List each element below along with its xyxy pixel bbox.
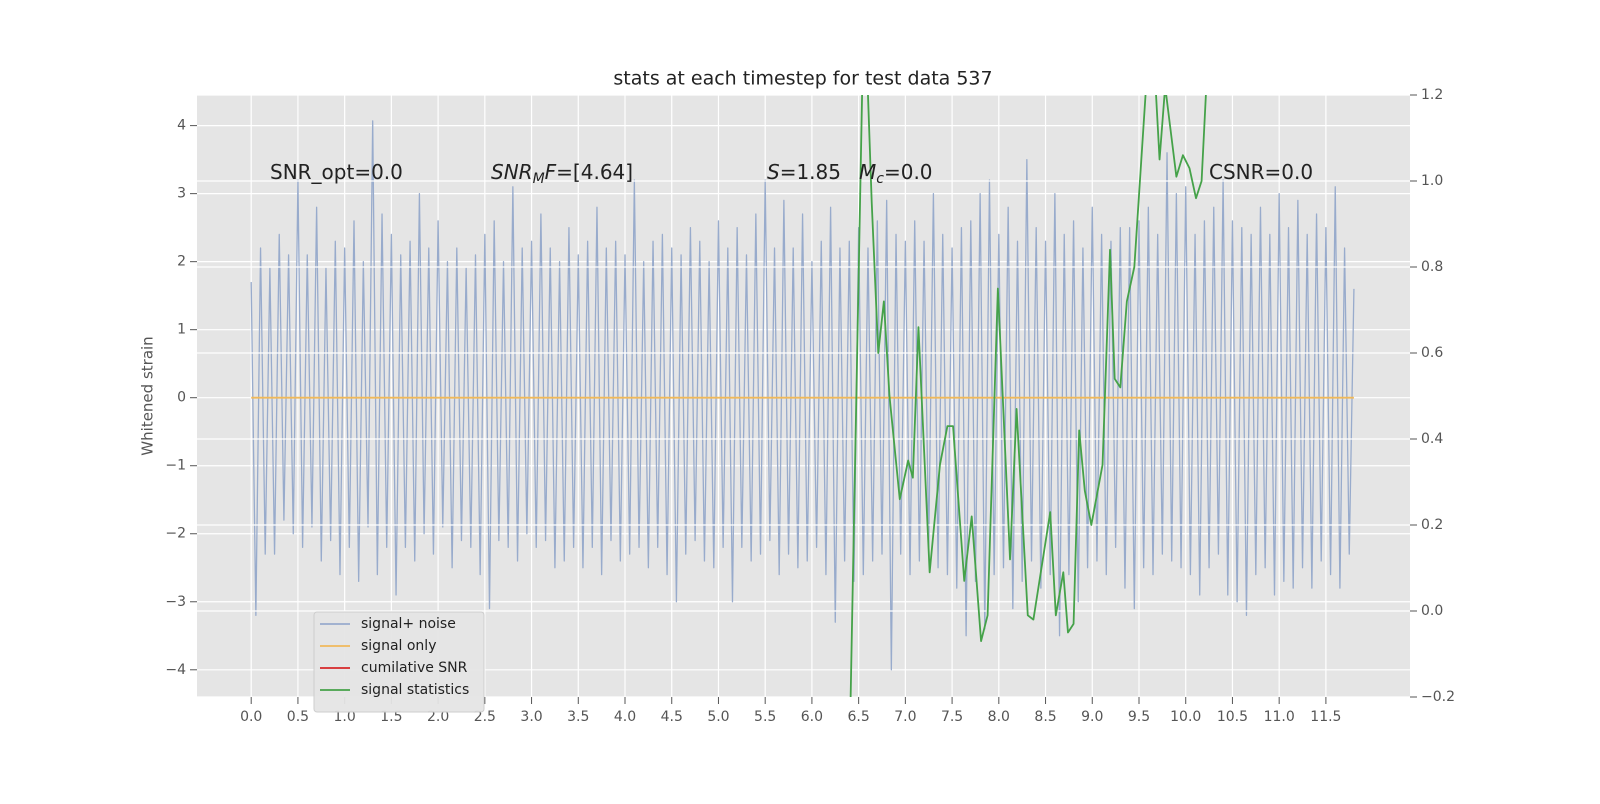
grid — [197, 94, 1410, 698]
annotation-part: F — [545, 160, 557, 184]
y2-tick-label: −0.2 — [1421, 689, 1455, 705]
y-tick-label: 4 — [177, 118, 186, 134]
legend-label: signal+ noise — [361, 616, 456, 632]
x-tick-label: 9.5 — [1128, 709, 1150, 725]
x-tick-label: 0.0 — [240, 709, 262, 725]
y-axis-label: Whitened strain — [139, 336, 157, 455]
annotation-part: SNR — [491, 160, 533, 184]
x-tick-label: 9.0 — [1081, 709, 1103, 725]
y-tick-label: 2 — [177, 254, 186, 270]
y2-tick-label: 0.2 — [1421, 517, 1443, 533]
legend-label: signal statistics — [361, 682, 469, 698]
y-tick-label: 1 — [177, 322, 186, 338]
x-tick-label: 8.5 — [1034, 709, 1056, 725]
y-tick-label: −4 — [165, 662, 186, 678]
plot-area — [197, 95, 1410, 697]
x-tick-label: 2.5 — [474, 709, 496, 725]
x-tick-label: 2.0 — [427, 709, 449, 725]
annotation-part: M — [859, 160, 876, 184]
annotation: SNR_opt=0.0 — [270, 160, 403, 184]
annotation-part: =0.0 — [884, 160, 933, 184]
x-tick-label: 7.0 — [894, 709, 916, 725]
y-tick-label: −3 — [165, 594, 186, 610]
y-tick-label: 0 — [177, 390, 186, 406]
annotation: S=1.85 — [767, 160, 841, 184]
x-tick-label: 11.5 — [1310, 709, 1341, 725]
x-tick-label: 10.0 — [1170, 709, 1201, 725]
x-tick-label: 8.0 — [988, 709, 1010, 725]
y-tick-label: 3 — [177, 186, 186, 202]
x-tick-label: 5.0 — [707, 709, 729, 725]
annotation: CSNR=0.0 — [1209, 160, 1313, 184]
x-tick-label: 1.5 — [380, 709, 402, 725]
annotation-part: =[4.64] — [556, 160, 633, 184]
annotation-part: SNR_opt=0.0 — [270, 160, 403, 184]
x-tick-label: 0.5 — [287, 709, 309, 725]
x-tick-label: 6.5 — [848, 709, 870, 725]
annotation-part: CSNR=0.0 — [1209, 160, 1313, 184]
y2-tick-label: 1.0 — [1421, 173, 1443, 189]
x-tick-label: 6.0 — [801, 709, 823, 725]
x-tick-label: 3.0 — [520, 709, 542, 725]
annotation-part: S — [767, 160, 780, 184]
x-tick-label: 10.5 — [1217, 709, 1248, 725]
x-tick-label: 4.0 — [614, 709, 636, 725]
series-line — [250, 120, 1355, 671]
annotation: Mc=0.0 — [859, 160, 933, 188]
y-tick-label: −1 — [165, 458, 186, 474]
annotation-part: M — [533, 171, 545, 187]
legend-label: signal only — [361, 638, 436, 654]
y2-tick-label: 0.0 — [1421, 603, 1443, 619]
labels: −4 −3 −2 −1 0 1 2 3 4 0.0 0.5 1.0 1.5 2.0 2.5 3.0 3.5 4.0… — [165, 87, 1455, 725]
annotation-part: c — [876, 171, 884, 187]
chart-title: stats at each timestep for test data 537 — [613, 68, 992, 90]
series-line — [849, 95, 1207, 697]
x-tick-label: 1.0 — [334, 709, 356, 725]
annotation: SNRMF=[4.64] — [491, 160, 633, 188]
x-tick-label: 3.5 — [567, 709, 589, 725]
annotation-part: =1.85 — [780, 160, 841, 184]
legend-label: cumilative SNR — [361, 660, 468, 676]
y-tick-label: −2 — [165, 526, 186, 542]
lines — [250, 120, 1355, 671]
lines — [849, 95, 1207, 697]
x-tick-label: 11.0 — [1264, 709, 1295, 725]
y2-tick-label: 0.6 — [1421, 345, 1443, 361]
y2-tick-label: 1.2 — [1421, 87, 1443, 103]
legend-frame — [313, 611, 485, 713]
y2-tick-label: 0.8 — [1421, 259, 1443, 275]
x-tick-label: 5.5 — [754, 709, 776, 725]
x-tick-label: 7.5 — [941, 709, 963, 725]
x-tick-label: 4.5 — [661, 709, 683, 725]
y2-tick-label: 0.4 — [1421, 431, 1443, 447]
